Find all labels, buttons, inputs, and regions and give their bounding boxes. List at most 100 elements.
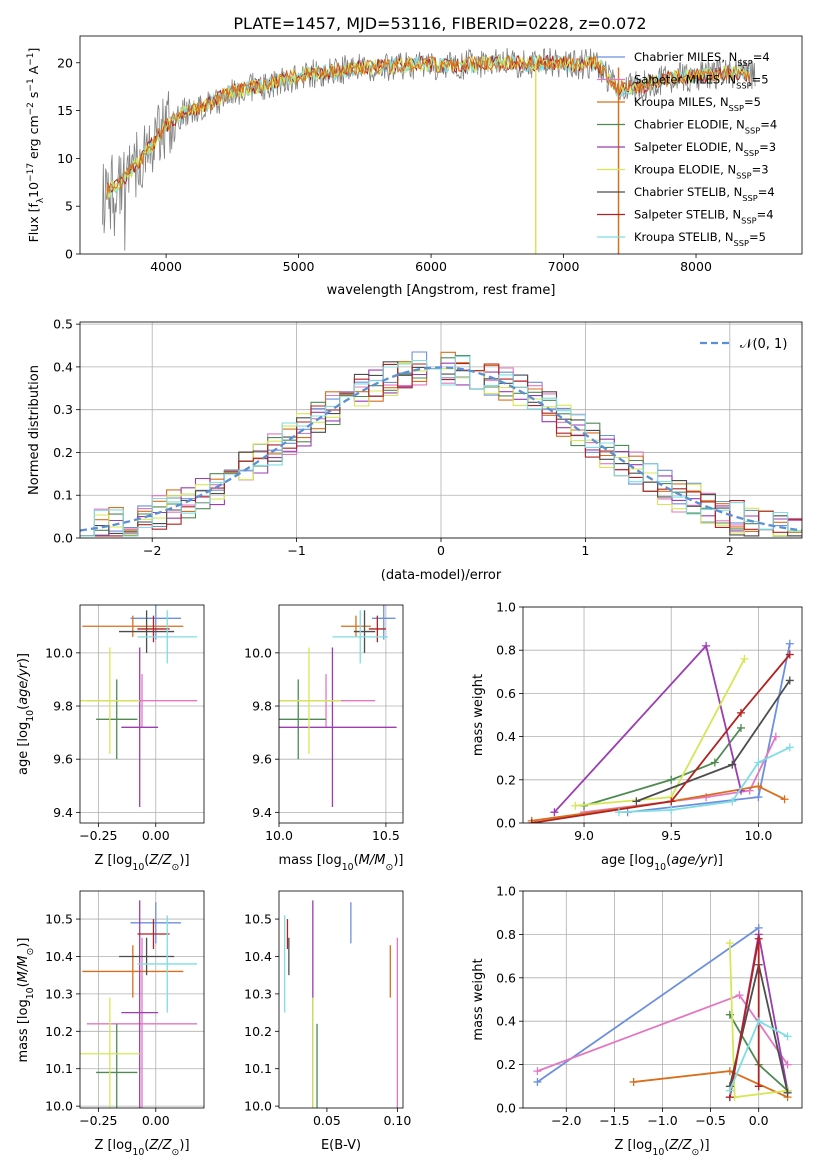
label-part: SSP: [734, 238, 749, 248]
x-axis-label: Z [log10(Z/Z⊙)]: [614, 1138, 709, 1158]
label-part: ]: [26, 48, 41, 53]
y-tick-label: 1.0: [496, 884, 516, 899]
panel-age-vs-mass: 10.0 10.5 9.4 9.6 9.8 10.0 mass [log10(M/M⊙)]: [244, 604, 403, 873]
label-part: SSP: [729, 103, 744, 113]
y-tick-label: 10.2: [244, 1024, 272, 1039]
weight-marker: [754, 758, 763, 767]
normal-curve: [80, 366, 802, 532]
y-axis-label: mass weight: [471, 958, 486, 1040]
label-part: Flux [f: [26, 203, 41, 243]
label-part: age/yr: [16, 661, 31, 704]
y-tick-label: 10.3: [244, 986, 272, 1001]
y-tick-label: 0: [65, 247, 73, 262]
weight-marker: [571, 801, 580, 810]
label-part: ⊙: [172, 862, 180, 873]
weight-marker: [785, 639, 794, 648]
label-part: SSP: [737, 58, 752, 68]
y-axis-label: Flux [fλ10−17 erg cm−2 s−1 A−1]: [26, 48, 46, 243]
legend-label: Kroupa MILES, NSSP=5: [634, 95, 761, 113]
label-part: SSP: [745, 126, 760, 136]
weight-marker: [736, 708, 745, 717]
y-tick-label: 0.4: [496, 1014, 516, 1029]
legend-label: Salpeter STELIB, NSSP=4: [634, 208, 774, 226]
x-axis-label: (data-model)/error: [381, 568, 502, 583]
label-part: age [log: [16, 722, 31, 775]
label-part: =4: [760, 118, 777, 132]
x-tick-label: 8000: [680, 259, 712, 274]
label-part: =4: [757, 208, 774, 222]
panel-weight-vs-age: 9.0 9.5 10.0 0.0 0.2 0.4 0.6 0.8 1.0 mass weight a…: [471, 600, 803, 873]
weight-marker: [702, 641, 711, 650]
x-tick-label: 9.5: [661, 828, 681, 843]
label-part: M/M: [359, 853, 386, 868]
y-tick-label: 0.4: [496, 729, 516, 744]
label-part: s: [26, 92, 41, 103]
y-tick-label: 0.6: [496, 970, 516, 985]
label-part: 10: [652, 1147, 664, 1158]
plot-area: [102, 47, 756, 254]
label-part: (: [16, 982, 31, 987]
panel-spectrum: 4000 5000 6000 7000 8000 0 5 10 15 20 wavelength […: [26, 35, 803, 298]
y-tick-label: 0.2: [496, 772, 516, 787]
x-tick-label: −2: [143, 543, 161, 558]
x-axis-label: age [log10(age/yr)]: [601, 853, 723, 873]
x-axis-label: Z [log10(Z/Z⊙)]: [94, 853, 189, 873]
y-tick-label: 0.0: [53, 531, 73, 546]
x-axis-label: Z [log10(Z/Z⊙)]: [94, 1138, 189, 1158]
x-tick-label: 0.00: [142, 828, 170, 843]
weight-marker: [667, 775, 676, 784]
legend-label: Kroupa STELIB, NSSP=5: [634, 230, 766, 248]
x-tick-label: −1: [287, 543, 305, 558]
panel-mass-vs-ebv: 0.05 0.10 10.0 10.1 10.2 10.3 10.4 10.5 E(B-V): [244, 890, 411, 1153]
plot-area: [533, 923, 792, 1102]
label-part: SSP: [744, 148, 759, 158]
label-part: Salpeter STELIB, N: [634, 208, 741, 222]
label-part: Chabrier ELODIE, N: [634, 118, 745, 132]
axes-frame: [278, 890, 404, 1109]
label-part: age/yr: [671, 853, 714, 868]
label-part: 10: [132, 862, 144, 873]
weight-marker: [550, 808, 559, 817]
axes-frame: [79, 35, 803, 255]
x-tick-label: 6000: [415, 259, 447, 274]
x-tick-label: −0.25: [79, 1113, 117, 1128]
weight-marker: [754, 934, 763, 943]
x-tick-label: −1.0: [647, 1113, 677, 1128]
weight-marker: [667, 797, 676, 806]
label-part: Chabrier MILES, N: [634, 50, 737, 64]
y-axis-label: age [log10(age/yr)]: [16, 653, 36, 775]
residual-histogram: [80, 355, 802, 537]
label-part: )]: [179, 1138, 189, 1153]
plot-area: [283, 900, 399, 1108]
label-part: 10: [25, 987, 36, 999]
label-part: SSP: [742, 193, 757, 203]
x-tick-label: 4000: [150, 259, 182, 274]
panel-weight-vs-Z: −2.0 −1.5 −1.0 −0.5 0.0 0.0 0.2 0.4 0.6 0.8 1.0 mas…: [471, 884, 803, 1158]
y-tick-label: 10.3: [45, 986, 73, 1001]
label-part: )]: [16, 653, 31, 663]
y-tick-label: 10.0: [244, 1099, 272, 1114]
weight-line: [583, 727, 742, 807]
legend-label: Salpeter MILES, NSSP=5: [634, 73, 769, 91]
label-part: SSP: [741, 216, 756, 226]
y-tick-label: 10.0: [45, 645, 73, 660]
label-part: =4: [753, 50, 770, 64]
plot-area: [80, 351, 802, 537]
x-tick-label: −2.0: [551, 1113, 581, 1128]
x-tick-label: 10.0: [265, 828, 293, 843]
y-tick-label: 0.1: [53, 488, 73, 503]
y-tick-label: 9.6: [252, 752, 272, 767]
label-part: =3: [759, 140, 776, 154]
label-part: −17: [26, 163, 36, 182]
y-tick-label: 10.4: [244, 949, 272, 964]
x-tick-label: −0.25: [79, 828, 117, 843]
x-tick-label: 0: [437, 543, 445, 558]
y-tick-label: 9.6: [53, 752, 73, 767]
label-part: SSP: [736, 171, 751, 181]
legend-label: Chabrier STELIB, NSSP=4: [634, 185, 775, 203]
label-part: Kroupa MILES, N: [634, 95, 729, 109]
weight-line: [531, 653, 791, 823]
label-part: 10: [25, 710, 36, 722]
x-tick-label: 7000: [548, 259, 580, 274]
